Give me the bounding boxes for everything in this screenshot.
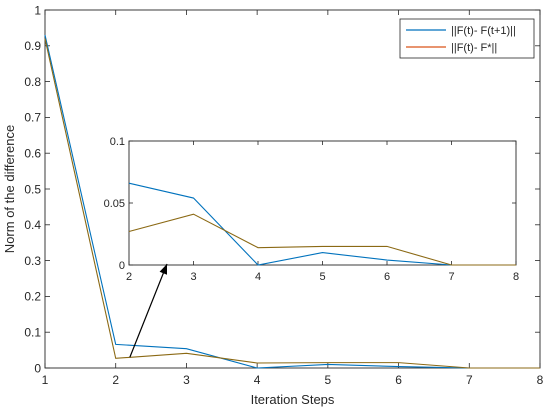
main-y-tick-label: 0: [34, 361, 41, 375]
main-x-tick-label: 6: [395, 373, 402, 387]
x-axis-label: Iteration Steps: [251, 392, 335, 407]
inset-y-tick-label: 0.05: [104, 198, 125, 210]
main-y-tick-label: 0.2: [24, 290, 41, 304]
main-y-tick-label: 0.6: [24, 147, 41, 161]
inset-x-tick-label: 3: [190, 271, 196, 283]
main-x-tick-label: 1: [42, 373, 49, 387]
main-y-tick-label: 0.3: [24, 254, 41, 268]
inset-x-tick-label: 5: [319, 271, 325, 283]
inset-y-tick-label: 0: [119, 260, 125, 272]
inset-x-tick-label: 7: [448, 271, 454, 283]
inset-x-tick-label: 6: [384, 271, 390, 283]
main-x-tick-label: 4: [254, 373, 261, 387]
legend-label-2: ||F(t)- F*||: [451, 42, 497, 54]
y-axis-label: Norm of the difference: [2, 125, 17, 253]
inset-x-tick-label: 4: [255, 271, 261, 283]
main-y-tick-label: 0.1: [24, 326, 41, 340]
main-x-tick-label: 3: [183, 373, 190, 387]
main-y-tick-label: 0.8: [24, 75, 41, 89]
main-y-tick-label: 0.9: [24, 39, 41, 53]
main-x-tick-label: 8: [537, 373, 544, 387]
main-y-tick-label: 0.5: [24, 182, 41, 196]
main-y-tick-label: 1: [34, 3, 41, 17]
main-y-tick-label: 0.7: [24, 111, 41, 125]
inset-x-tick-label: 2: [126, 271, 132, 283]
inset-x-tick-label: 8: [513, 271, 519, 283]
main-x-tick-label: 2: [112, 373, 119, 387]
main-x-tick-label: 7: [466, 373, 473, 387]
main-x-tick-label: 5: [325, 373, 332, 387]
inset-y-tick-label: 0.1: [110, 136, 125, 148]
main-y-tick-label: 0.4: [24, 218, 41, 232]
legend-label-1: ||F(t)- F(t+1)||: [451, 25, 516, 37]
